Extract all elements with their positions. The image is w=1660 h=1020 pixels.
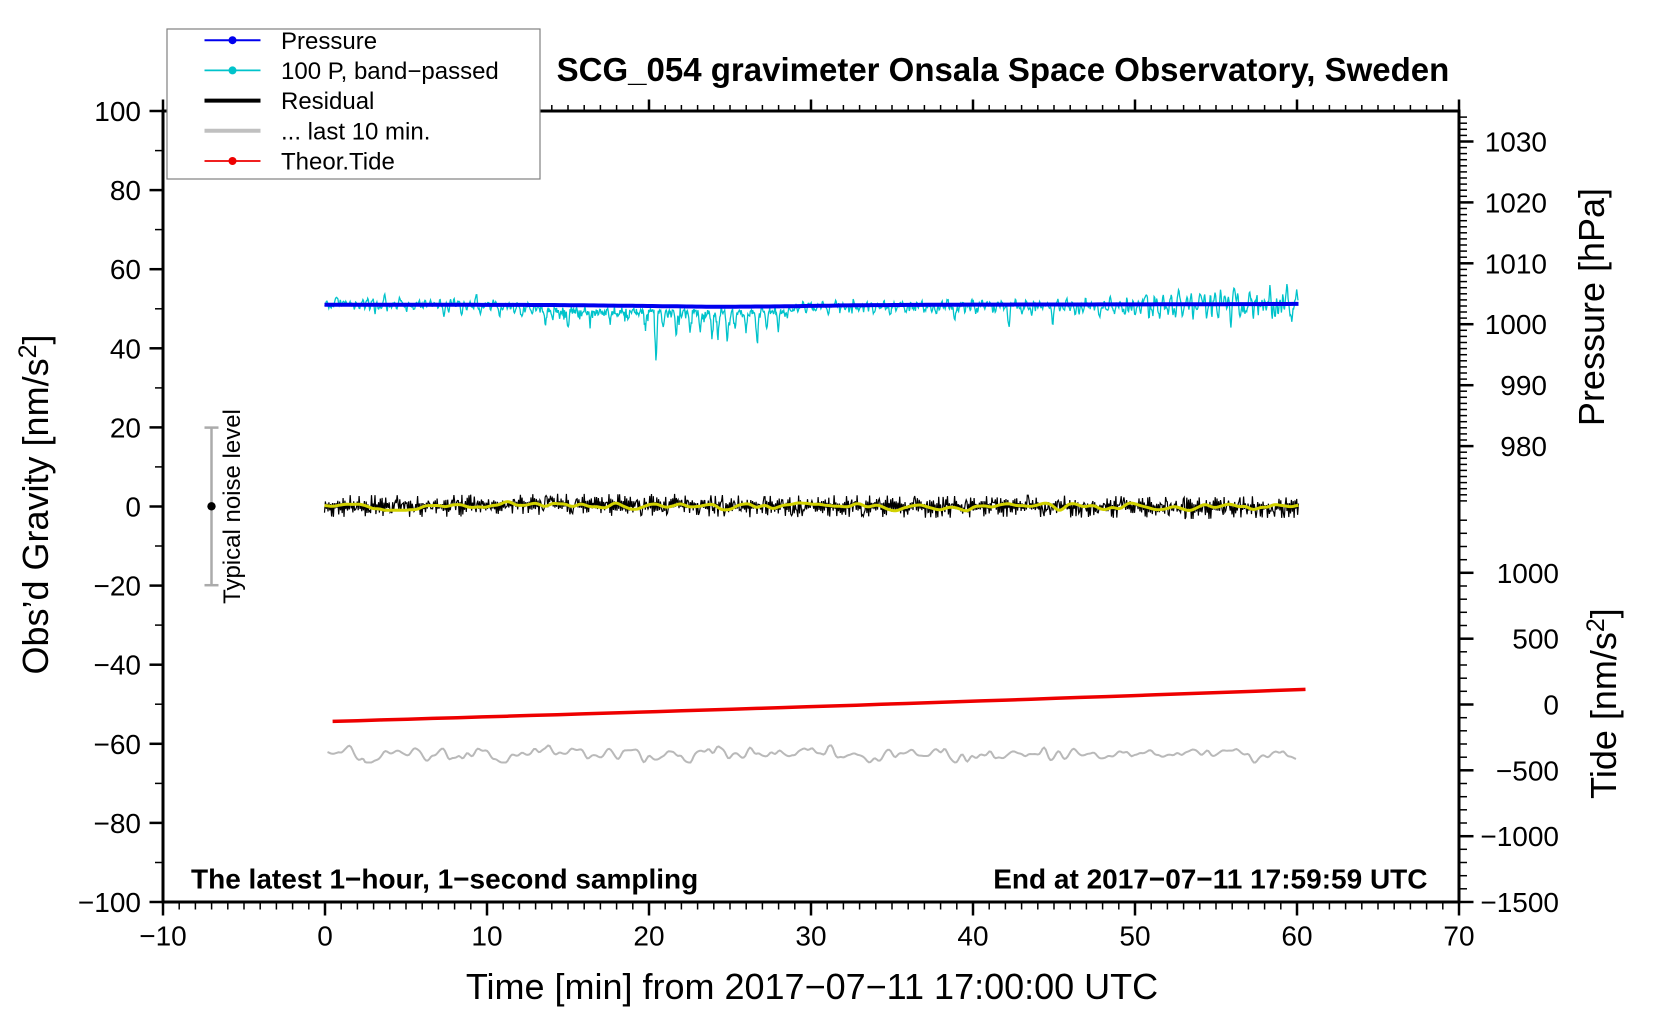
svg-text:Tide [nm/s2]: Tide [nm/s2] bbox=[1582, 608, 1624, 799]
svg-text:−80: −80 bbox=[94, 808, 142, 839]
svg-text:60: 60 bbox=[1281, 921, 1312, 952]
svg-text:1000: 1000 bbox=[1497, 558, 1559, 589]
svg-text:1030: 1030 bbox=[1485, 127, 1547, 158]
svg-text:Obs’d Gravity [nm/s2]: Obs’d Gravity [nm/s2] bbox=[14, 335, 56, 675]
svg-text:500: 500 bbox=[1512, 624, 1559, 655]
svg-text:20: 20 bbox=[633, 921, 664, 952]
svg-text:70: 70 bbox=[1443, 921, 1474, 952]
svg-text:30: 30 bbox=[795, 921, 826, 952]
svg-text:−100: −100 bbox=[78, 887, 141, 918]
svg-text:0: 0 bbox=[317, 921, 333, 952]
svg-text:Pressure [hPa]: Pressure [hPa] bbox=[1571, 188, 1612, 426]
svg-text:−1500: −1500 bbox=[1480, 887, 1559, 918]
svg-text:1010: 1010 bbox=[1485, 248, 1547, 279]
svg-text:Theor.Tide: Theor.Tide bbox=[281, 149, 395, 176]
svg-text:−10: −10 bbox=[139, 921, 187, 952]
svg-text:1000: 1000 bbox=[1485, 309, 1547, 340]
svg-text:End at 2017−07−11 17:59:59 UTC: End at 2017−07−11 17:59:59 UTC bbox=[993, 864, 1427, 895]
svg-text:0: 0 bbox=[1543, 690, 1559, 721]
svg-text:... last 10 min.: ... last 10 min. bbox=[281, 118, 430, 145]
svg-text:Pressure: Pressure bbox=[281, 28, 377, 55]
svg-text:Typical noise level: Typical noise level bbox=[219, 409, 246, 604]
svg-text:−40: −40 bbox=[94, 650, 142, 681]
svg-text:980: 980 bbox=[1500, 431, 1547, 462]
svg-text:−500: −500 bbox=[1496, 755, 1559, 786]
svg-text:10: 10 bbox=[471, 921, 502, 952]
svg-text:1020: 1020 bbox=[1485, 187, 1547, 218]
svg-text:40: 40 bbox=[110, 333, 141, 364]
svg-text:990: 990 bbox=[1500, 370, 1547, 401]
svg-text:The latest 1−hour, 1−second sa: The latest 1−hour, 1−second sampling bbox=[191, 864, 698, 895]
svg-text:60: 60 bbox=[110, 254, 141, 285]
svg-text:80: 80 bbox=[110, 175, 141, 206]
svg-text:50: 50 bbox=[1119, 921, 1150, 952]
svg-text:−1000: −1000 bbox=[1480, 821, 1559, 852]
svg-text:Time [min] from 2017−07−11 17:: Time [min] from 2017−07−11 17:00:00 UTC bbox=[466, 966, 1158, 1007]
svg-text:SCG_054 gravimeter Onsala Spac: SCG_054 gravimeter Onsala Space Observat… bbox=[557, 51, 1450, 88]
svg-text:20: 20 bbox=[110, 412, 141, 443]
svg-text:Residual: Residual bbox=[281, 88, 374, 115]
svg-text:100 P, band−passed: 100 P, band−passed bbox=[281, 58, 499, 85]
svg-text:0: 0 bbox=[125, 492, 141, 523]
svg-text:100: 100 bbox=[94, 96, 141, 127]
svg-text:40: 40 bbox=[957, 921, 988, 952]
svg-text:−60: −60 bbox=[94, 729, 142, 760]
svg-text:−20: −20 bbox=[94, 571, 142, 602]
